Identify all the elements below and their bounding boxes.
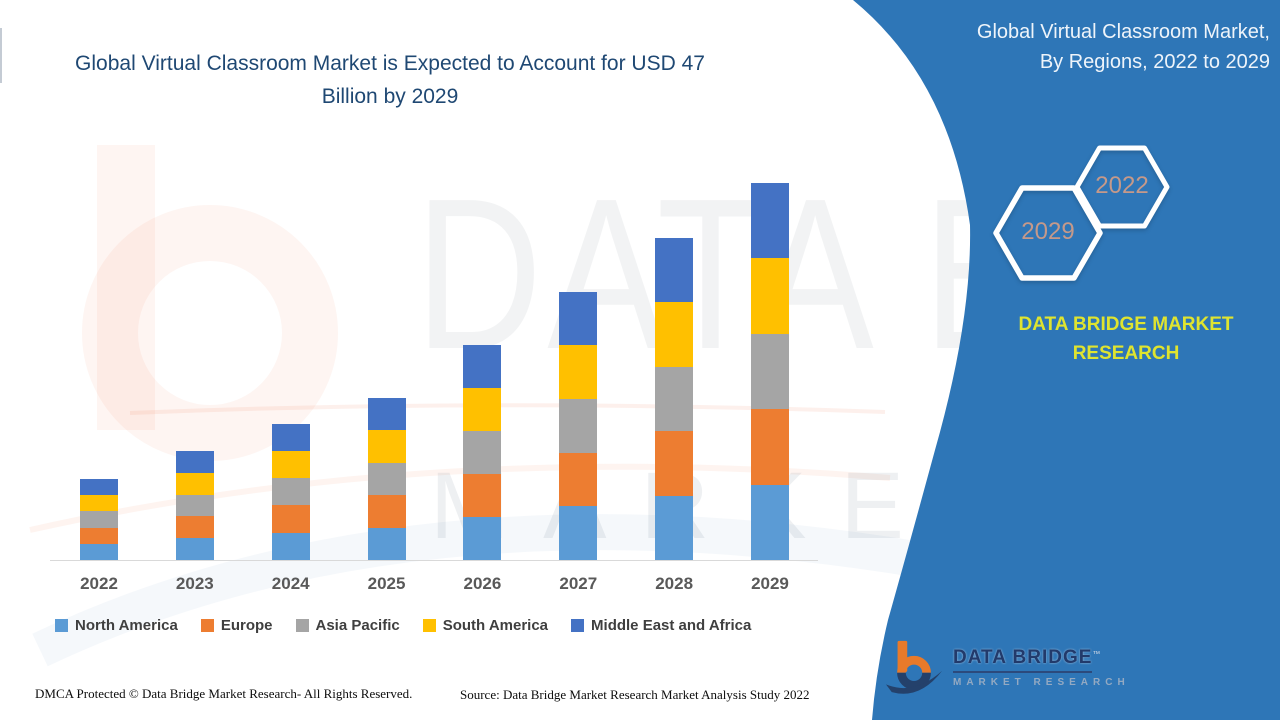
legend-marker-icon bbox=[200, 619, 214, 632]
bar-segment bbox=[655, 302, 694, 367]
stacked-bar-2028 bbox=[655, 237, 694, 560]
bar-segment bbox=[271, 532, 310, 560]
stacked-bar-2024 bbox=[271, 423, 310, 560]
legend-marker-icon bbox=[571, 619, 585, 632]
chart-legend: North America Europe Asia Pacific South Ame… bbox=[55, 617, 751, 634]
legend-label: Asia Pacific bbox=[315, 617, 400, 634]
bar-segment bbox=[367, 398, 406, 431]
x-axis-label: 2023 bbox=[175, 574, 214, 593]
bar-segment bbox=[367, 495, 406, 528]
bar-segment bbox=[655, 366, 694, 431]
x-axis-label: 2026 bbox=[463, 574, 502, 593]
logo-wordmark: DATA BRIDGE™ MARKET RESEARCH bbox=[953, 647, 1130, 688]
bar-segment bbox=[655, 495, 694, 560]
bar-segment bbox=[559, 452, 598, 507]
bar-segment bbox=[750, 258, 789, 334]
stacked-bar-2029 bbox=[750, 183, 789, 560]
legend-marker-icon bbox=[295, 619, 309, 632]
brand-name-text: DATA BRIDGE MARKET RESEARCH bbox=[980, 310, 1272, 368]
legend-label: South America bbox=[442, 617, 549, 634]
legend-label: Middle East and Africa bbox=[591, 617, 752, 634]
legend-item: Middle East and Africa bbox=[571, 617, 751, 634]
page-title-line2: Billion by 2029 bbox=[321, 85, 459, 108]
legend-label: North America bbox=[75, 617, 178, 634]
bar-segment bbox=[80, 527, 118, 544]
legend-marker-icon bbox=[55, 619, 68, 632]
bar-segment bbox=[559, 398, 598, 453]
logo-name-text: DATA BRIDGE bbox=[953, 647, 1093, 673]
hexagon-2022-outline bbox=[1074, 145, 1170, 229]
x-axis-label: 2022 bbox=[80, 574, 118, 593]
page-title-line1: Global Virtual Classroom Market is Expec… bbox=[75, 52, 705, 75]
bar-segment bbox=[367, 527, 406, 560]
bar-segment bbox=[750, 183, 789, 259]
bar-segment bbox=[559, 291, 598, 346]
bar-segment bbox=[271, 423, 310, 451]
legend-item: Asia Pacific bbox=[295, 617, 400, 634]
bar-segment bbox=[80, 511, 118, 528]
data-bridge-b-icon bbox=[885, 640, 943, 694]
bar-segment bbox=[463, 345, 502, 388]
bar-segment bbox=[175, 472, 214, 495]
legend-item: Europe bbox=[200, 617, 273, 634]
dmca-copyright-text: DMCA Protected © Data Bridge Market Rese… bbox=[35, 686, 413, 701]
panel-title-line1: Global Virtual Classroom Market, bbox=[976, 21, 1270, 43]
bar-segment bbox=[559, 506, 598, 560]
bar-segment bbox=[80, 479, 118, 496]
bar-segment bbox=[655, 237, 694, 302]
data-bridge-logo: DATA BRIDGE™ MARKET RESEARCH bbox=[885, 638, 1130, 696]
bar-segment bbox=[175, 494, 214, 517]
legend-item: North America bbox=[55, 617, 178, 634]
x-axis-line bbox=[50, 560, 818, 561]
x-axis-label: 2029 bbox=[751, 574, 789, 593]
bar-segment bbox=[175, 538, 214, 560]
stacked-bar-chart: 2022 2023 2024 2025 2026 2027 2028 2029 bbox=[80, 183, 789, 593]
legend-marker-icon bbox=[422, 619, 436, 632]
bar-segment bbox=[175, 516, 214, 539]
panel-title: Global Virtual Classroom Market, By Regi… bbox=[910, 17, 1270, 77]
bar-segment bbox=[367, 462, 406, 496]
bar-segment bbox=[80, 543, 118, 560]
bar-segment bbox=[655, 431, 694, 496]
brand-name-line2: RESEARCH bbox=[1072, 343, 1180, 364]
legend-label: Europe bbox=[220, 617, 273, 634]
bar-segment bbox=[463, 388, 502, 431]
x-axis-label: 2024 bbox=[271, 574, 310, 593]
legend-item: South America bbox=[422, 617, 549, 634]
bar-segment bbox=[559, 345, 598, 399]
bar-segment bbox=[750, 333, 789, 410]
stacked-bar-2025 bbox=[367, 398, 406, 560]
year-hexagons bbox=[993, 145, 1170, 281]
trademark-symbol: ™ bbox=[1092, 649, 1101, 659]
x-axis-label: 2028 bbox=[655, 574, 694, 593]
hexagon-2029-outline bbox=[993, 185, 1103, 281]
x-axis-label: 2027 bbox=[559, 574, 598, 593]
bar-segment bbox=[271, 450, 310, 479]
bar-segment bbox=[271, 478, 310, 506]
bar-segment bbox=[271, 505, 310, 533]
bar-segment bbox=[463, 431, 502, 474]
stacked-bar-2023 bbox=[175, 451, 214, 560]
bar-segment bbox=[367, 430, 406, 463]
panel-title-line2: By Regions, 2022 to 2029 bbox=[1039, 51, 1270, 73]
logo-subtitle-text: MARKET RESEARCH bbox=[953, 676, 1130, 688]
bar-segment bbox=[463, 474, 502, 517]
source-citation-text: Source: Data Bridge Market Research Mark… bbox=[460, 687, 810, 702]
brand-name-line1: DATA BRIDGE MARKET bbox=[1018, 314, 1234, 335]
x-axis-label: 2025 bbox=[367, 574, 406, 593]
bar-segment bbox=[80, 495, 118, 512]
bar-segment bbox=[750, 484, 789, 560]
bar-segment bbox=[750, 409, 789, 485]
page-title: Global Virtual Classroom Market is Expec… bbox=[25, 47, 755, 113]
bar-segment bbox=[463, 517, 502, 560]
bar-segment bbox=[175, 451, 214, 473]
hexagon-year-2029: 2029 bbox=[1021, 218, 1075, 245]
hexagon-year-2022: 2022 bbox=[1095, 172, 1149, 199]
stacked-bar-2027 bbox=[559, 291, 598, 560]
stacked-bar-2022 bbox=[80, 479, 118, 560]
left-edge-strip bbox=[0, 28, 2, 83]
stacked-bar-2026 bbox=[463, 345, 502, 560]
